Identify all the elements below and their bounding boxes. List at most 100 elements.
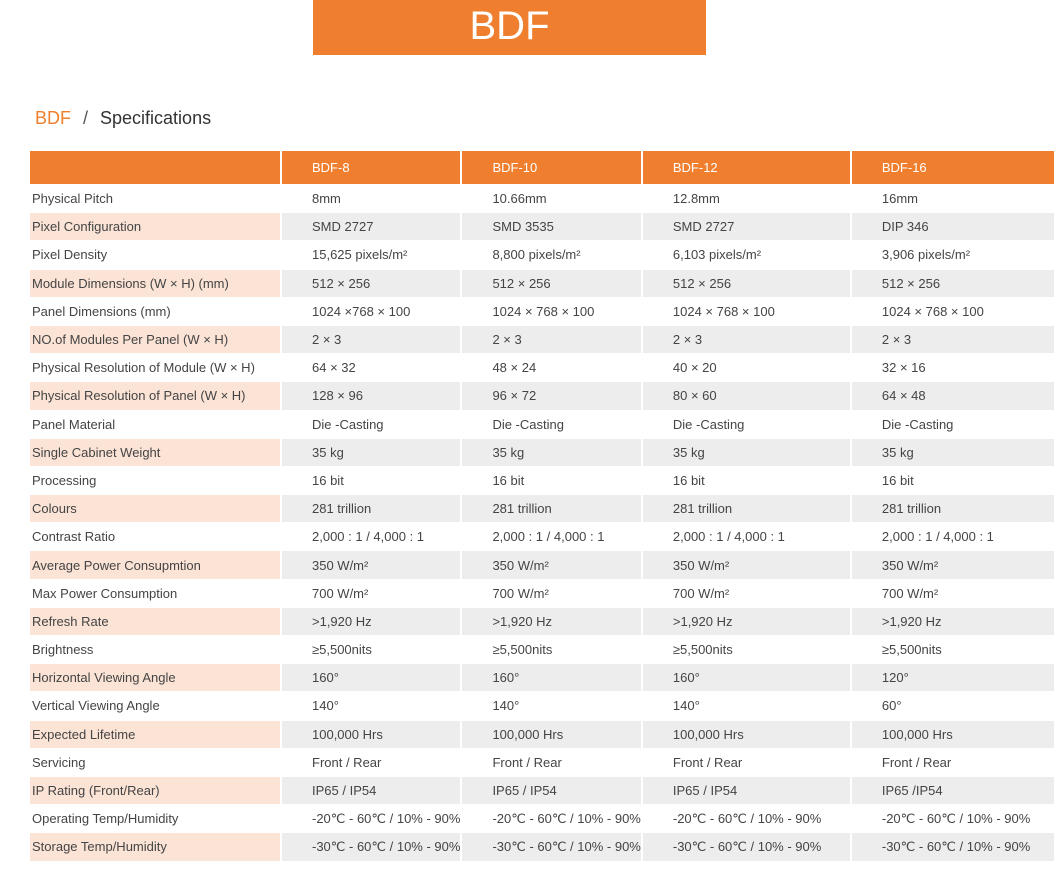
spec-value: 16 bit	[672, 472, 705, 488]
spec-value: DIP 346	[851, 213, 1054, 241]
table-row: Physical Resolution of Module (W × H) 64 …	[30, 354, 1054, 381]
spec-value: 64 × 32	[312, 360, 356, 376]
spec-label: Colours	[30, 495, 280, 523]
spec-value: 35 kg	[282, 438, 461, 466]
spec-label: Horizontal Viewing Angle	[30, 664, 280, 692]
table-row: IP Rating (Front/Rear) IP65 / IP54 IP65 / …	[30, 776, 1054, 805]
spec-value: Die -Casting	[492, 416, 564, 432]
spec-value: 8,800 pixels/m²	[492, 247, 581, 263]
table-row: Panel Dimensions (mm) 1024 ×768 × 100 1024…	[30, 298, 1054, 325]
spec-label: Storage Temp/Humidity	[30, 833, 280, 861]
spec-table: BDF-8 BDF-10 BDF-12 BDF-16 Physical Pitch 8m…	[28, 150, 1056, 862]
spec-value: 80 × 60	[642, 382, 850, 410]
spec-label: Processing	[32, 472, 97, 488]
spec-value: -30℃ - 60℃ / 10% - 90%	[462, 833, 641, 861]
spec-value: 160°	[642, 664, 850, 692]
spec-label: Average Power Consupmtion	[30, 551, 280, 579]
spec-label: Vertical Viewing Angle	[32, 698, 160, 714]
spec-value: 16mm	[881, 191, 918, 207]
spec-value: ≥5,500nits	[492, 642, 553, 658]
spec-label: Physical Resolution of Module (W × H)	[32, 360, 255, 376]
spec-value: 100,000 Hrs	[851, 720, 1054, 748]
spec-value: 2,000 : 1 / 4,000 : 1	[881, 529, 994, 545]
spec-value: ≥5,500nits	[881, 642, 942, 658]
spec-value: IP65 / IP54	[462, 776, 641, 805]
spec-value: 1024 × 768 × 100	[492, 303, 595, 319]
spec-value: 160°	[462, 664, 641, 692]
spec-label: Panel Dimensions (mm)	[32, 303, 171, 319]
title-bar: BDF	[313, 0, 706, 55]
spec-label: Pixel Density	[32, 247, 108, 263]
table-row: Physical Resolution of Panel (W × H) 128 …	[30, 382, 1054, 410]
spec-value: 35 kg	[462, 438, 641, 466]
spec-value: 16 bit	[881, 472, 914, 488]
spec-value: >1,920 Hz	[462, 607, 641, 635]
spec-label: Servicing	[32, 754, 86, 770]
column-header: BDF-12	[642, 151, 850, 184]
spec-value: -20℃ - 60℃ / 10% - 90%	[672, 810, 822, 826]
spec-value: -20℃ - 60℃ / 10% - 90%	[881, 810, 1031, 826]
spec-value: Front / Rear	[881, 754, 952, 770]
table-row: Panel Material Die -Casting Die -Casting Di…	[30, 411, 1054, 438]
spec-value: 64 × 48	[851, 382, 1054, 410]
breadcrumb: BDF / Specifications	[35, 108, 211, 129]
table-row: Physical Pitch 8mm 10.66mm 12.8mm 16mm	[30, 185, 1054, 212]
column-header: BDF-10	[462, 151, 641, 184]
spec-value: IP65 /IP54	[851, 776, 1054, 805]
spec-value: 512 × 256	[282, 269, 461, 297]
table-row: Pixel Configuration SMD 2727 SMD 3535 SMD 2…	[30, 213, 1054, 241]
spec-value: 60°	[881, 698, 902, 714]
spec-value: -30℃ - 60℃ / 10% - 90%	[282, 833, 461, 861]
spec-label: Contrast Ratio	[32, 529, 116, 545]
spec-value: 700 W/m²	[312, 585, 369, 601]
spec-value: >1,920 Hz	[642, 607, 850, 635]
spec-value: 40 × 20	[672, 360, 717, 376]
table-row: Contrast Ratio 2,000 : 1 / 4,000 : 1 2,000…	[30, 523, 1054, 550]
spec-value: Die -Casting	[312, 416, 384, 432]
breadcrumb-current: Specifications	[100, 108, 212, 128]
spec-value: 120°	[851, 664, 1054, 692]
spec-value: 512 × 256	[851, 269, 1054, 297]
spec-value: 6,103 pixels/m²	[672, 247, 762, 263]
spec-value: 700 W/m²	[881, 585, 939, 601]
spec-value: 100,000 Hrs	[642, 720, 850, 748]
spec-label: Max Power Consumption	[32, 585, 178, 601]
spec-value: 1024 × 768 × 100	[881, 303, 984, 319]
spec-value: 160°	[282, 664, 461, 692]
spec-value: 140°	[312, 698, 339, 714]
spec-value: -30℃ - 60℃ / 10% - 90%	[851, 833, 1054, 861]
spec-value: 140°	[492, 698, 520, 714]
spec-value: ≥5,500nits	[312, 642, 372, 658]
spec-value: 350 W/m²	[851, 551, 1054, 579]
table-row: Max Power Consumption 700 W/m² 700 W/m² 700…	[30, 580, 1054, 607]
spec-value: 350 W/m²	[462, 551, 641, 579]
table-row: Brightness ≥5,500nits ≥5,500nits ≥5,500nits…	[30, 636, 1054, 663]
spec-value: 128 × 96	[282, 382, 461, 410]
spec-label: IP Rating (Front/Rear)	[30, 776, 280, 805]
spec-value: Die -Casting	[881, 416, 954, 432]
column-header: BDF-16	[851, 151, 1054, 184]
spec-value: 281 trillion	[851, 495, 1054, 523]
spec-value: 2,000 : 1 / 4,000 : 1	[312, 529, 425, 545]
spec-value: 2 × 3	[642, 325, 850, 354]
table-row: Single Cabinet Weight 35 kg 35 kg 35 kg 35 k…	[30, 438, 1054, 466]
table-row: Expected Lifetime 100,000 Hrs 100,000 Hrs 1…	[30, 720, 1054, 748]
spec-value: SMD 2727	[642, 213, 850, 241]
table-row: Pixel Density 15,625 pixels/m² 8,800 pixel…	[30, 241, 1054, 268]
table-body: Physical Pitch 8mm 10.66mm 12.8mm 16mm Pixel …	[30, 185, 1054, 861]
spec-value: 1024 × 768 × 100	[672, 303, 775, 319]
spec-value: >1,920 Hz	[282, 607, 461, 635]
spec-label: Expected Lifetime	[30, 720, 280, 748]
spec-value: 2,000 : 1 / 4,000 : 1	[672, 529, 785, 545]
spec-value: 350 W/m²	[282, 551, 461, 579]
spec-value: Front / Rear	[312, 754, 382, 770]
spec-value: 10.66mm	[492, 191, 547, 207]
spec-value: 281 trillion	[282, 495, 461, 523]
spec-label: Brightness	[32, 642, 94, 658]
spec-value: 140°	[672, 698, 700, 714]
spec-value: 100,000 Hrs	[462, 720, 641, 748]
table-row: Processing 16 bit 16 bit 16 bit 16 bit	[30, 467, 1054, 494]
spec-value: -30℃ - 60℃ / 10% - 90%	[642, 833, 850, 861]
breadcrumb-link[interactable]: BDF	[35, 108, 71, 128]
spec-value: Front / Rear	[672, 754, 743, 770]
